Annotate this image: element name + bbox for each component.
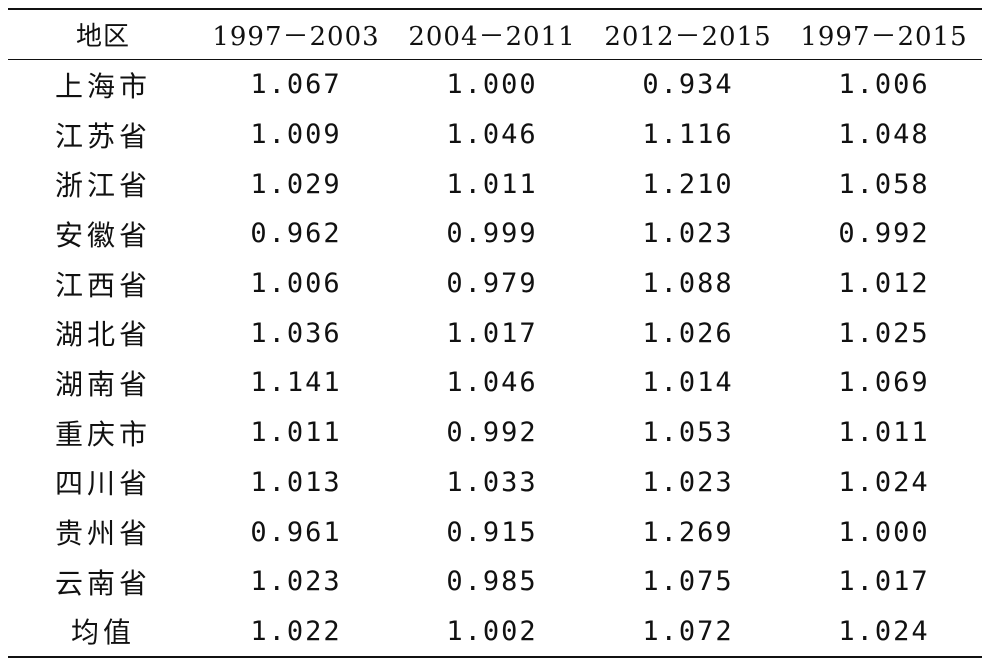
value-cell: 1.006 xyxy=(250,268,342,300)
table-row: 贵州省 0.961 0.915 1.269 1.000 xyxy=(8,507,982,557)
value-cell: 1.023 xyxy=(250,566,342,598)
value-cell: 1.069 xyxy=(838,367,930,399)
value-cell: 1.210 xyxy=(642,168,734,200)
value-cell: 1.025 xyxy=(838,317,930,349)
value-cell: 0.999 xyxy=(446,218,538,250)
header-period-1997-2003: 1997－2003 xyxy=(212,22,380,52)
value-cell: 1.046 xyxy=(446,119,538,151)
value-cell: 1.072 xyxy=(642,615,734,647)
header-period-1997-2015: 1997－2015 xyxy=(800,22,968,52)
table-row: 安徽省 0.962 0.999 1.023 0.992 xyxy=(8,209,982,259)
table-bottom-rule xyxy=(8,656,982,659)
region-cell: 浙江省 xyxy=(54,169,151,203)
region-cell: 四川省 xyxy=(54,467,151,501)
table-row: 均值 1.022 1.002 1.072 1.024 xyxy=(8,607,982,657)
header-region: 地区 xyxy=(75,22,130,52)
value-cell: 1.014 xyxy=(642,367,734,399)
region-cell: 江苏省 xyxy=(54,119,151,153)
value-cell: 1.024 xyxy=(838,615,930,647)
header-period-2012-2015: 2012－2015 xyxy=(604,22,772,52)
value-cell: 1.022 xyxy=(250,615,342,647)
value-cell: 1.141 xyxy=(250,367,342,399)
table-top-rule xyxy=(8,8,982,10)
value-cell: 0.962 xyxy=(250,218,342,250)
value-cell: 1.011 xyxy=(446,168,538,200)
table-body: 上海市 1.067 1.000 0.934 1.006 江苏省 1.009 1.046 1.11… xyxy=(8,60,982,656)
value-cell: 1.017 xyxy=(838,566,930,598)
value-cell: 1.000 xyxy=(446,69,538,101)
region-cell: 安徽省 xyxy=(54,218,151,252)
value-cell: 0.979 xyxy=(446,268,538,300)
value-cell: 1.013 xyxy=(250,466,342,498)
table-row: 上海市 1.067 1.000 0.934 1.006 xyxy=(8,60,982,110)
value-cell: 1.058 xyxy=(838,168,930,200)
region-cell: 均值 xyxy=(70,616,135,650)
table-row: 湖北省 1.036 1.017 1.026 1.025 xyxy=(8,308,982,358)
header-period-2004-2011: 2004－2011 xyxy=(408,22,576,52)
table-row: 江西省 1.006 0.979 1.088 1.012 xyxy=(8,259,982,309)
value-cell: 1.033 xyxy=(446,466,538,498)
value-cell: 1.023 xyxy=(642,218,734,250)
region-cell: 江西省 xyxy=(54,268,151,302)
value-cell: 1.067 xyxy=(250,69,342,101)
data-table-container: 地区 1997－2003 2004－2011 2012－2015 1997－20… xyxy=(8,8,982,659)
header-rule xyxy=(8,59,982,60)
value-cell: 1.048 xyxy=(838,119,930,151)
value-cell: 1.012 xyxy=(838,268,930,300)
value-cell: 0.961 xyxy=(250,516,342,548)
region-cell: 湖南省 xyxy=(54,367,151,401)
value-cell: 0.915 xyxy=(446,516,538,548)
value-cell: 1.024 xyxy=(838,466,930,498)
table-row: 湖南省 1.141 1.046 1.014 1.069 xyxy=(8,358,982,408)
region-cell: 云南省 xyxy=(54,566,151,600)
value-cell: 1.002 xyxy=(446,615,538,647)
value-cell: 1.053 xyxy=(642,417,734,449)
value-cell: 1.088 xyxy=(642,268,734,300)
value-cell: 1.116 xyxy=(642,119,734,151)
value-cell: 0.934 xyxy=(642,69,734,101)
value-cell: 0.992 xyxy=(838,218,930,250)
value-cell: 1.046 xyxy=(446,367,538,399)
table-row: 四川省 1.013 1.033 1.023 1.024 xyxy=(8,458,982,508)
data-table: 地区 1997－2003 2004－2011 2012－2015 1997－20… xyxy=(8,10,982,656)
value-cell: 1.075 xyxy=(642,566,734,598)
value-cell: 1.006 xyxy=(838,69,930,101)
value-cell: 1.023 xyxy=(642,466,734,498)
region-cell: 上海市 xyxy=(54,69,151,103)
region-cell: 贵州省 xyxy=(54,517,151,551)
table-row: 重庆市 1.011 0.992 1.053 1.011 xyxy=(8,408,982,458)
region-cell: 重庆市 xyxy=(54,417,151,451)
value-cell: 0.985 xyxy=(446,566,538,598)
value-cell: 1.011 xyxy=(838,417,930,449)
region-cell: 湖北省 xyxy=(54,318,151,352)
value-cell: 1.269 xyxy=(642,516,734,548)
table-header: 地区 1997－2003 2004－2011 2012－2015 1997－20… xyxy=(8,10,982,60)
value-cell: 0.992 xyxy=(446,417,538,449)
value-cell: 1.029 xyxy=(250,168,342,200)
header-row: 地区 1997－2003 2004－2011 2012－2015 1997－20… xyxy=(8,10,982,59)
value-cell: 1.017 xyxy=(446,317,538,349)
table-row: 浙江省 1.029 1.011 1.210 1.058 xyxy=(8,159,982,209)
value-cell: 1.000 xyxy=(838,516,930,548)
table-row: 云南省 1.023 0.985 1.075 1.017 xyxy=(8,557,982,607)
table-row: 江苏省 1.009 1.046 1.116 1.048 xyxy=(8,110,982,160)
value-cell: 1.009 xyxy=(250,119,342,151)
value-cell: 1.011 xyxy=(250,417,342,449)
value-cell: 1.036 xyxy=(250,317,342,349)
value-cell: 1.026 xyxy=(642,317,734,349)
